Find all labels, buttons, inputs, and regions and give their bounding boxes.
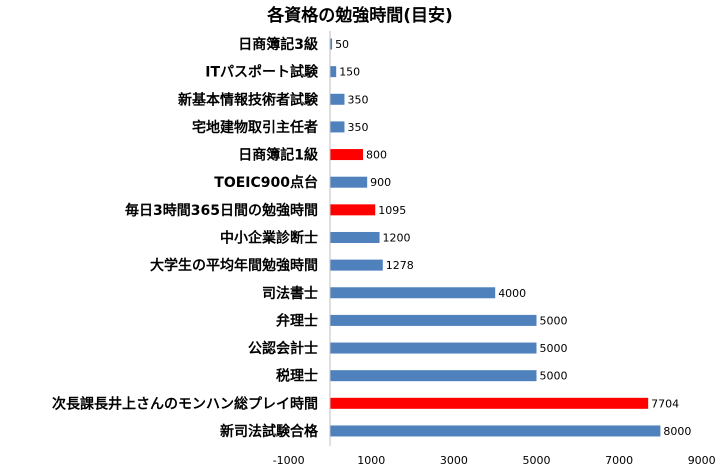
data-label: 5000 xyxy=(540,314,568,327)
bar xyxy=(330,93,345,105)
category-label: 税理士 xyxy=(276,368,318,385)
category-label: TOEIC900点台 xyxy=(214,174,318,191)
category-label: 公認会計士 xyxy=(248,340,318,357)
data-label: 1278 xyxy=(386,259,414,272)
bar xyxy=(330,370,537,382)
data-label: 5000 xyxy=(540,342,568,355)
bar xyxy=(330,66,337,78)
x-axis-ticks: -1000 1000 3000 5000 7000 9000 xyxy=(273,454,716,467)
bar-highlighted xyxy=(330,397,649,409)
data-label: 5000 xyxy=(540,370,568,383)
x-tick-label: 5000 xyxy=(523,454,551,467)
x-tick-label: 3000 xyxy=(440,454,468,467)
bar xyxy=(330,38,333,50)
bars-layer: 日商簿記3級 50 ITパスポート試験 150 新基本情報技術者試験 350 宅地建物取引主… xyxy=(52,36,691,440)
category-label: 新司法試験合格 xyxy=(220,423,319,440)
data-label: 150 xyxy=(339,66,360,79)
data-label: 1095 xyxy=(378,204,406,217)
data-label: 350 xyxy=(347,93,368,106)
category-label: 日商簿記1級 xyxy=(238,147,318,164)
x-tick-label: 7000 xyxy=(605,454,633,467)
bar-highlighted xyxy=(330,149,364,161)
category-label: 大学生の平均年間勉強時間 xyxy=(150,257,318,274)
data-label: 50 xyxy=(335,38,349,51)
data-label: 900 xyxy=(370,176,391,189)
bar xyxy=(330,259,383,271)
chart-title: 各資格の勉強時間(目安) xyxy=(266,5,453,26)
category-label: 弁理士 xyxy=(276,312,318,329)
bar xyxy=(330,176,368,188)
category-label: 日商簿記3級 xyxy=(238,36,318,53)
bar xyxy=(330,121,345,133)
bar xyxy=(330,425,661,437)
x-tick-label: 1000 xyxy=(357,454,385,467)
data-label: 7704 xyxy=(651,397,679,410)
bar-highlighted xyxy=(330,204,376,216)
category-label: ITパスポート試験 xyxy=(205,64,319,81)
data-label: 4000 xyxy=(498,287,526,300)
data-label: 1200 xyxy=(383,231,411,244)
category-label: 中小企業診断士 xyxy=(220,229,318,246)
category-label: 次長課長井上さんのモンハン総プレイ時間 xyxy=(52,395,318,412)
data-label: 350 xyxy=(347,121,368,134)
category-label: 毎日3時間365日間の勉強時間 xyxy=(125,202,318,219)
x-tick-label: 9000 xyxy=(688,454,716,467)
category-label: 宅地建物取引主任者 xyxy=(192,119,318,136)
data-label: 8000 xyxy=(663,425,691,438)
data-label: 800 xyxy=(366,149,387,162)
bar xyxy=(330,231,380,243)
bar xyxy=(330,342,537,354)
category-label: 新基本情報技術者試験 xyxy=(178,91,319,108)
x-tick-label: -1000 xyxy=(273,454,305,467)
bar xyxy=(330,287,496,299)
category-label: 司法書士 xyxy=(262,285,318,302)
bar xyxy=(330,314,537,326)
